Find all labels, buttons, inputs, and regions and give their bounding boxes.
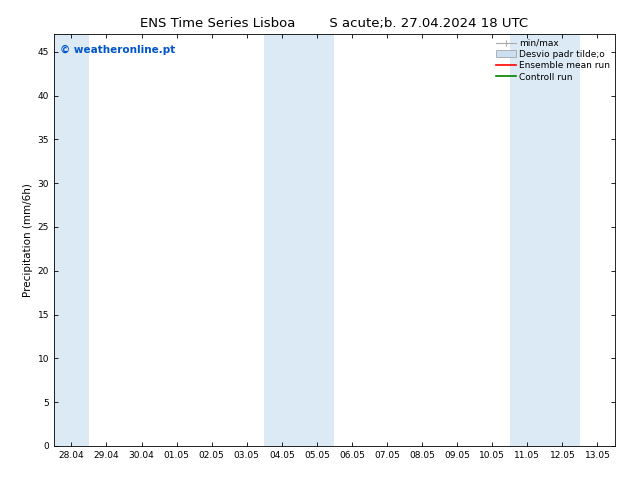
Bar xyxy=(264,34,335,446)
Bar xyxy=(510,34,580,446)
Y-axis label: Precipitation (mm/6h): Precipitation (mm/6h) xyxy=(23,183,34,297)
Title: ENS Time Series Lisboa        S acute;b. 27.04.2024 18 UTC: ENS Time Series Lisboa S acute;b. 27.04.… xyxy=(140,17,529,30)
Text: © weatheronline.pt: © weatheronline.pt xyxy=(60,45,175,55)
Legend: min/max, Desvio padr tilde;o, Ensemble mean run, Controll run: min/max, Desvio padr tilde;o, Ensemble m… xyxy=(493,36,613,84)
Bar xyxy=(54,34,89,446)
